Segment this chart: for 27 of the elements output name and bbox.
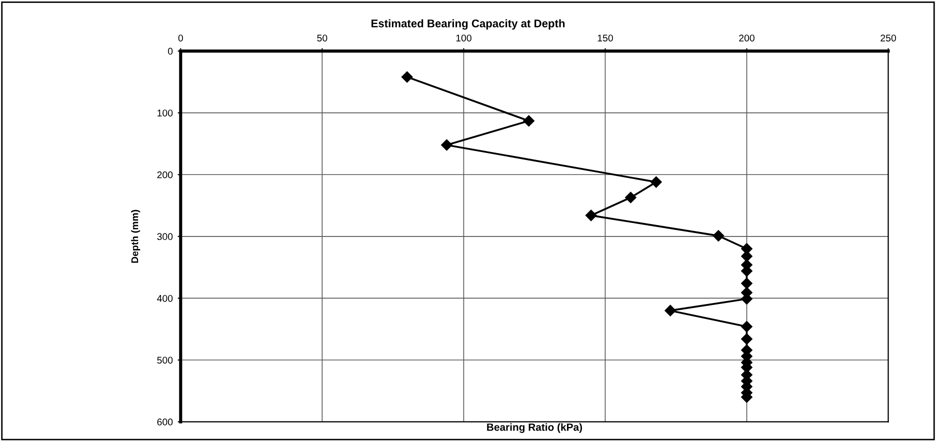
y-tick-label: 500 bbox=[157, 356, 173, 364]
y-tick-label: 200 bbox=[157, 171, 173, 178]
y-tick-label: 400 bbox=[157, 294, 173, 302]
y-tick-label: 0 bbox=[168, 48, 173, 55]
point bbox=[664, 304, 676, 316]
point bbox=[625, 192, 636, 204]
y-tick-label: 100 bbox=[158, 110, 173, 116]
point bbox=[712, 230, 724, 242]
x-tick-label: 50 bbox=[317, 34, 328, 42]
point bbox=[741, 333, 752, 345]
point bbox=[441, 139, 452, 151]
point bbox=[585, 210, 597, 222]
y-tick-label: 600 bbox=[157, 418, 173, 426]
x-tick-label: 100 bbox=[456, 34, 472, 42]
x-axis-title: Bearing Ratio (kPa) bbox=[487, 423, 582, 433]
y-tick-label: 300 bbox=[157, 233, 173, 240]
point bbox=[401, 71, 413, 83]
point bbox=[741, 321, 752, 332]
point bbox=[741, 278, 752, 289]
x-tick-label: 200 bbox=[739, 34, 754, 42]
chart-title: Estimated Bearing Capacity at Depth bbox=[372, 19, 565, 30]
x-tick-label: 150 bbox=[598, 34, 613, 42]
point bbox=[650, 176, 662, 188]
x-tick-label: 250 bbox=[880, 34, 896, 42]
point bbox=[523, 115, 534, 126]
x-tick-label: 0 bbox=[178, 34, 183, 42]
y-axis-title: Depth (mm) bbox=[131, 210, 140, 263]
